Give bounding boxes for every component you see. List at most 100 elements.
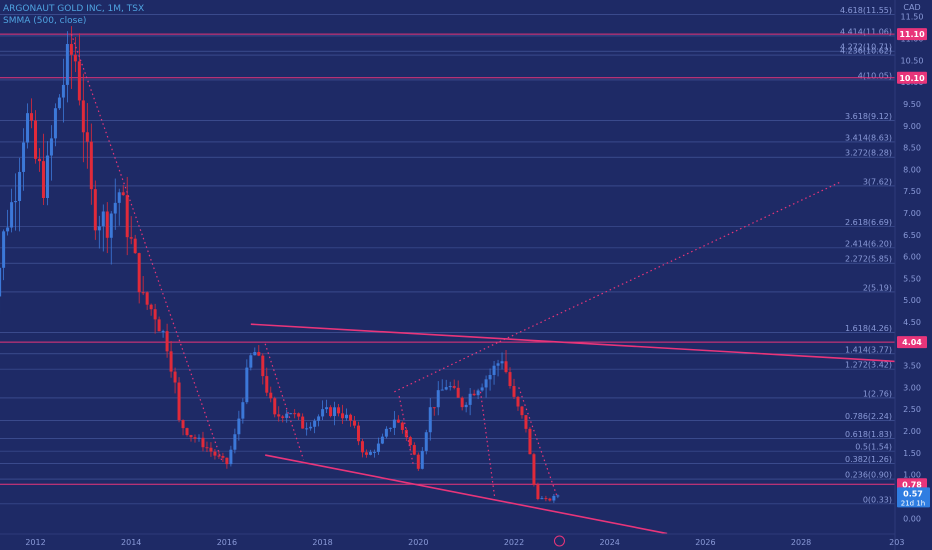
candle-body[interactable] [85, 132, 89, 142]
candle-body[interactable] [45, 155, 49, 198]
dotted-trendline[interactable] [518, 387, 558, 497]
candle-body[interactable] [388, 427, 392, 429]
chart-symbol-title[interactable]: ARGONAUT GOLD INC, 1M, TSX [3, 4, 145, 14]
candle-body[interactable] [213, 451, 217, 456]
candle-body[interactable] [185, 428, 189, 436]
candle-body[interactable] [141, 292, 145, 294]
candle-body[interactable] [81, 100, 85, 133]
candle-body[interactable] [149, 304, 153, 310]
price-tag[interactable] [897, 336, 927, 349]
candle-body[interactable] [201, 437, 205, 448]
candle-body[interactable] [289, 413, 293, 415]
candle-body[interactable] [169, 351, 173, 372]
candle-body[interactable] [53, 108, 57, 139]
candle-body[interactable] [285, 413, 289, 418]
candle-body[interactable] [109, 213, 113, 238]
candle-body[interactable] [313, 420, 317, 427]
candle-body[interactable] [496, 363, 500, 366]
candle-body[interactable] [548, 498, 552, 501]
candle-body[interactable] [516, 396, 520, 407]
candle-body[interactable] [380, 436, 384, 444]
candle-body[interactable] [293, 413, 297, 415]
candle-body[interactable] [6, 227, 10, 232]
candle-body[interactable] [360, 441, 364, 453]
candle-body[interactable] [444, 387, 448, 390]
candle-body[interactable] [161, 331, 165, 333]
trendline[interactable] [250, 323, 916, 364]
candle-body[interactable] [476, 390, 480, 396]
candle-body[interactable] [137, 253, 141, 293]
candle-body[interactable] [253, 352, 257, 356]
candle-body[interactable] [512, 386, 516, 397]
candle-body[interactable] [448, 386, 452, 388]
candle-body[interactable] [18, 171, 22, 202]
candle-body[interactable] [233, 434, 237, 450]
candle-body[interactable] [321, 409, 325, 417]
candle-body[interactable] [364, 452, 368, 455]
candle-body[interactable] [305, 428, 309, 430]
price-axis-bg[interactable] [895, 0, 932, 550]
candle-body[interactable] [488, 374, 492, 380]
candle-body[interactable] [428, 407, 432, 433]
candle-body[interactable] [241, 402, 245, 419]
candle-body[interactable] [2, 231, 6, 268]
candle-body[interactable] [65, 44, 69, 85]
candle-body[interactable] [22, 142, 26, 172]
candle-body[interactable] [341, 413, 345, 419]
candle-body[interactable] [384, 428, 388, 437]
dotted-trendline[interactable] [499, 181, 840, 343]
candle-body[interactable] [57, 97, 61, 109]
candle-body[interactable] [492, 365, 496, 375]
candle-body[interactable] [125, 195, 129, 238]
candle-body[interactable] [181, 420, 185, 429]
candle-body[interactable] [337, 407, 341, 414]
candle-body[interactable] [333, 407, 337, 417]
candle-body[interactable] [504, 361, 508, 373]
candle-body[interactable] [221, 456, 225, 458]
indicator-legend[interactable]: SMMA (500, close) [3, 16, 87, 26]
price-tag[interactable] [897, 478, 927, 491]
candle-body[interactable] [225, 457, 229, 465]
candle-body[interactable] [89, 141, 93, 190]
candle-body[interactable] [297, 413, 301, 417]
candle-body[interactable] [105, 211, 109, 238]
candle-body[interactable] [245, 367, 249, 403]
candle-body[interactable] [540, 498, 544, 500]
candle-body[interactable] [197, 437, 201, 439]
candle-body[interactable] [101, 211, 105, 227]
price-tag[interactable] [897, 71, 927, 84]
trendline[interactable] [265, 454, 668, 535]
candle-body[interactable] [472, 393, 476, 396]
candle-body[interactable] [26, 113, 30, 143]
candle-body[interactable] [420, 450, 424, 469]
candle-body[interactable] [484, 379, 488, 388]
candle-body[interactable] [14, 201, 18, 203]
candle-body[interactable] [556, 495, 560, 497]
candle-body[interactable] [269, 392, 273, 399]
candle-body[interactable] [532, 454, 536, 485]
candle-body[interactable] [396, 419, 400, 423]
candle-body[interactable] [464, 404, 468, 408]
candle-body[interactable] [97, 226, 101, 231]
candle-body[interactable] [77, 61, 81, 101]
candle-body[interactable] [281, 416, 285, 418]
candle-body[interactable] [229, 449, 233, 465]
candle-body[interactable] [93, 189, 97, 231]
candle-body[interactable] [165, 331, 169, 352]
candle-body[interactable] [10, 202, 14, 228]
candle-body[interactable] [217, 455, 221, 457]
candle-body[interactable] [277, 414, 281, 417]
candle-body[interactable] [424, 432, 428, 451]
candle-body[interactable] [157, 319, 161, 332]
candle-body[interactable] [432, 407, 436, 409]
candle-body[interactable] [0, 267, 2, 297]
candle-body[interactable] [317, 416, 321, 421]
candle-body[interactable] [261, 355, 265, 377]
candle-body[interactable] [41, 161, 45, 198]
event-flag-icon[interactable] [553, 535, 565, 547]
candle-body[interactable] [520, 406, 524, 416]
candle-body[interactable] [265, 376, 269, 393]
candle-body[interactable] [376, 443, 380, 452]
last-price-tag[interactable] [897, 487, 930, 508]
